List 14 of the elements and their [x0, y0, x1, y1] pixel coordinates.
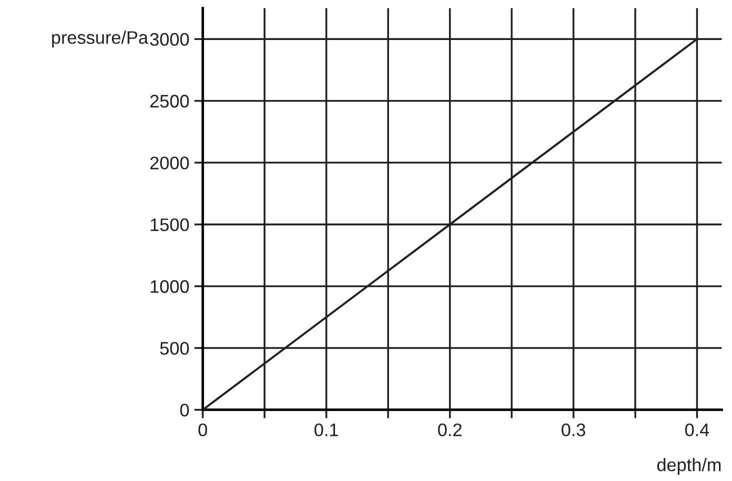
y-tick-label: 3000	[150, 33, 189, 46]
y-tick-label: 500	[160, 342, 189, 355]
y-tick-label: 2500	[150, 94, 189, 108]
y-axis-title: pressure/Pa	[52, 30, 148, 48]
y-tick-label: 1000	[150, 280, 189, 293]
x-tick-label: 0.2	[438, 423, 462, 436]
x-tick-label: 0	[198, 423, 208, 436]
y-tick-label: 0	[180, 404, 189, 417]
y-tick-label: 2000	[150, 156, 189, 170]
x-tick-label: 0.4	[685, 423, 710, 436]
x-axis-title: depth/m	[657, 458, 721, 475]
x-tick-label: 0.3	[562, 423, 586, 436]
x-tick-label: 0.1	[314, 423, 338, 436]
y-tick-label: 1500	[150, 218, 189, 232]
